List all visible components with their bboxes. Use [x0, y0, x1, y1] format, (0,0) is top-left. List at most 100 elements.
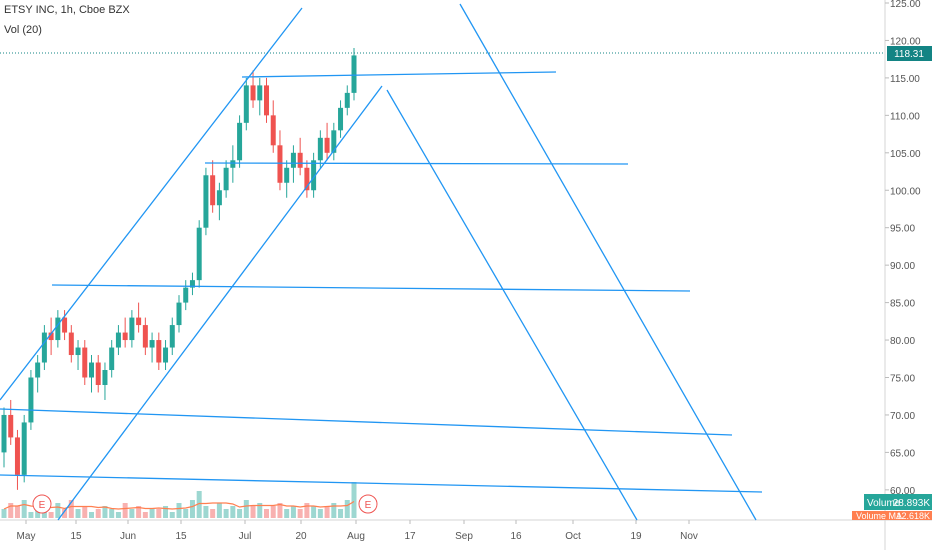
- volume-bar: [338, 509, 344, 518]
- y-tick-label: 65.00: [890, 448, 915, 459]
- earnings-marker-2-label: E: [365, 500, 372, 511]
- volume-bar: [196, 491, 202, 518]
- candle-body: [284, 167, 290, 183]
- candle-body: [82, 347, 88, 378]
- candle-body: [55, 317, 61, 341]
- volume-bar: [351, 482, 357, 518]
- level-line-87[interactable]: [51, 284, 691, 292]
- channel-lower-line[interactable]: [57, 85, 383, 521]
- volume-bar: [14, 506, 20, 518]
- candle-body: [216, 190, 222, 206]
- candle-body: [351, 55, 357, 93]
- volume-bar: [203, 506, 209, 518]
- earnings-marker-1[interactable]: E: [32, 494, 52, 514]
- volume-bar: [317, 509, 323, 518]
- candle-body: [149, 340, 155, 348]
- candle-body: [324, 137, 330, 153]
- volume-ma-badge-value: 12.618K: [896, 511, 930, 521]
- volume-bar: [48, 512, 54, 518]
- candle-body: [129, 317, 135, 341]
- x-tick-label: May: [17, 531, 36, 542]
- volume-bar: [270, 506, 276, 518]
- volume-bar: [290, 506, 296, 518]
- volume-bar: [82, 506, 88, 518]
- y-tick-label: 70.00: [890, 411, 915, 422]
- earnings-marker-1-circle: [32, 494, 52, 514]
- y-tick-label: 115.00: [890, 74, 920, 85]
- price-axis: 125.00 120.00 115.00 110.00 105.00 100.00 95.0…: [885, 0, 921, 497]
- candle-body: [48, 332, 54, 341]
- candle-body: [68, 332, 74, 356]
- volume-ma-badge-name: Volume MA: [856, 511, 902, 521]
- trend-drawings[interactable]: [0, 3, 763, 521]
- candle-body: [317, 137, 323, 161]
- volume-bar: [277, 503, 283, 518]
- earnings-marker-2[interactable]: E: [358, 494, 378, 514]
- x-tick-label: Jul: [239, 531, 252, 542]
- descending-line-1[interactable]: [386, 89, 638, 521]
- volume-bar: [304, 503, 310, 518]
- x-tick-label: 19: [630, 531, 642, 542]
- candle-body: [230, 160, 236, 168]
- volume-bar: [297, 509, 303, 518]
- candle-body: [264, 85, 269, 116]
- volume-bar: [156, 509, 162, 518]
- level-line-70[interactable]: [0, 408, 733, 436]
- volume-bar: [62, 509, 68, 518]
- candle-body: [136, 317, 142, 326]
- resistance-line-115[interactable]: [241, 71, 557, 78]
- candle-body: [331, 130, 337, 153]
- candle-body: [109, 347, 115, 371]
- candle-body: [163, 347, 169, 363]
- volume-bar: [136, 506, 142, 518]
- level-line-62[interactable]: [0, 474, 763, 493]
- volume-bar: [331, 503, 337, 518]
- candle-body: [89, 362, 94, 378]
- volume-bar: [163, 506, 169, 518]
- candle-body: [75, 347, 81, 356]
- candle-body: [250, 85, 256, 101]
- volume-bar: [142, 512, 148, 518]
- x-tick-label: Aug: [347, 531, 365, 542]
- candle-body: [344, 92, 350, 108]
- candle-body: [102, 370, 108, 385]
- candle-body: [223, 167, 229, 191]
- candle-body: [297, 152, 303, 168]
- candle-body: [270, 115, 276, 146]
- volume-ma-badge-box: [852, 511, 932, 520]
- x-tick-label: Jun: [120, 531, 136, 542]
- level-line-104[interactable]: [204, 162, 629, 165]
- y-tick-label: 75.00: [890, 374, 915, 385]
- volume-bar: [250, 506, 256, 518]
- y-tick-label: 105.00: [890, 149, 921, 160]
- last-price-badge: 118.31: [887, 46, 932, 61]
- y-tick-label: 60.00: [890, 486, 915, 497]
- channel-upper-line[interactable]: [0, 7, 303, 401]
- volume-bar: [284, 509, 290, 518]
- x-tick-label: 16: [510, 531, 522, 542]
- candle-body: [304, 167, 310, 191]
- candle-body: [290, 152, 296, 168]
- candle-body: [8, 414, 14, 438]
- volume-badge-name: Volume: [867, 498, 901, 509]
- volume-badge-value: 28.893K: [893, 498, 931, 509]
- candle-body: [28, 377, 34, 423]
- volume-bar: [122, 503, 128, 518]
- price-axis-background: [885, 0, 932, 550]
- x-tick-label: Oct: [565, 531, 581, 542]
- candle-body: [338, 107, 344, 131]
- volume-bar: [109, 509, 115, 518]
- candle-body: [189, 280, 195, 288]
- volume-bar: [324, 506, 330, 518]
- candle-body: [311, 160, 317, 191]
- candle-body: [35, 362, 41, 378]
- volume-bar: [21, 500, 27, 518]
- descending-line-2[interactable]: [459, 3, 757, 521]
- candle-body: [41, 332, 47, 363]
- volume-bar: [55, 503, 61, 518]
- volume-bar: [102, 506, 108, 518]
- volume-ma-line: [3, 500, 355, 510]
- earnings-marker-1-label: E: [39, 500, 46, 511]
- volume-bar: [264, 509, 269, 518]
